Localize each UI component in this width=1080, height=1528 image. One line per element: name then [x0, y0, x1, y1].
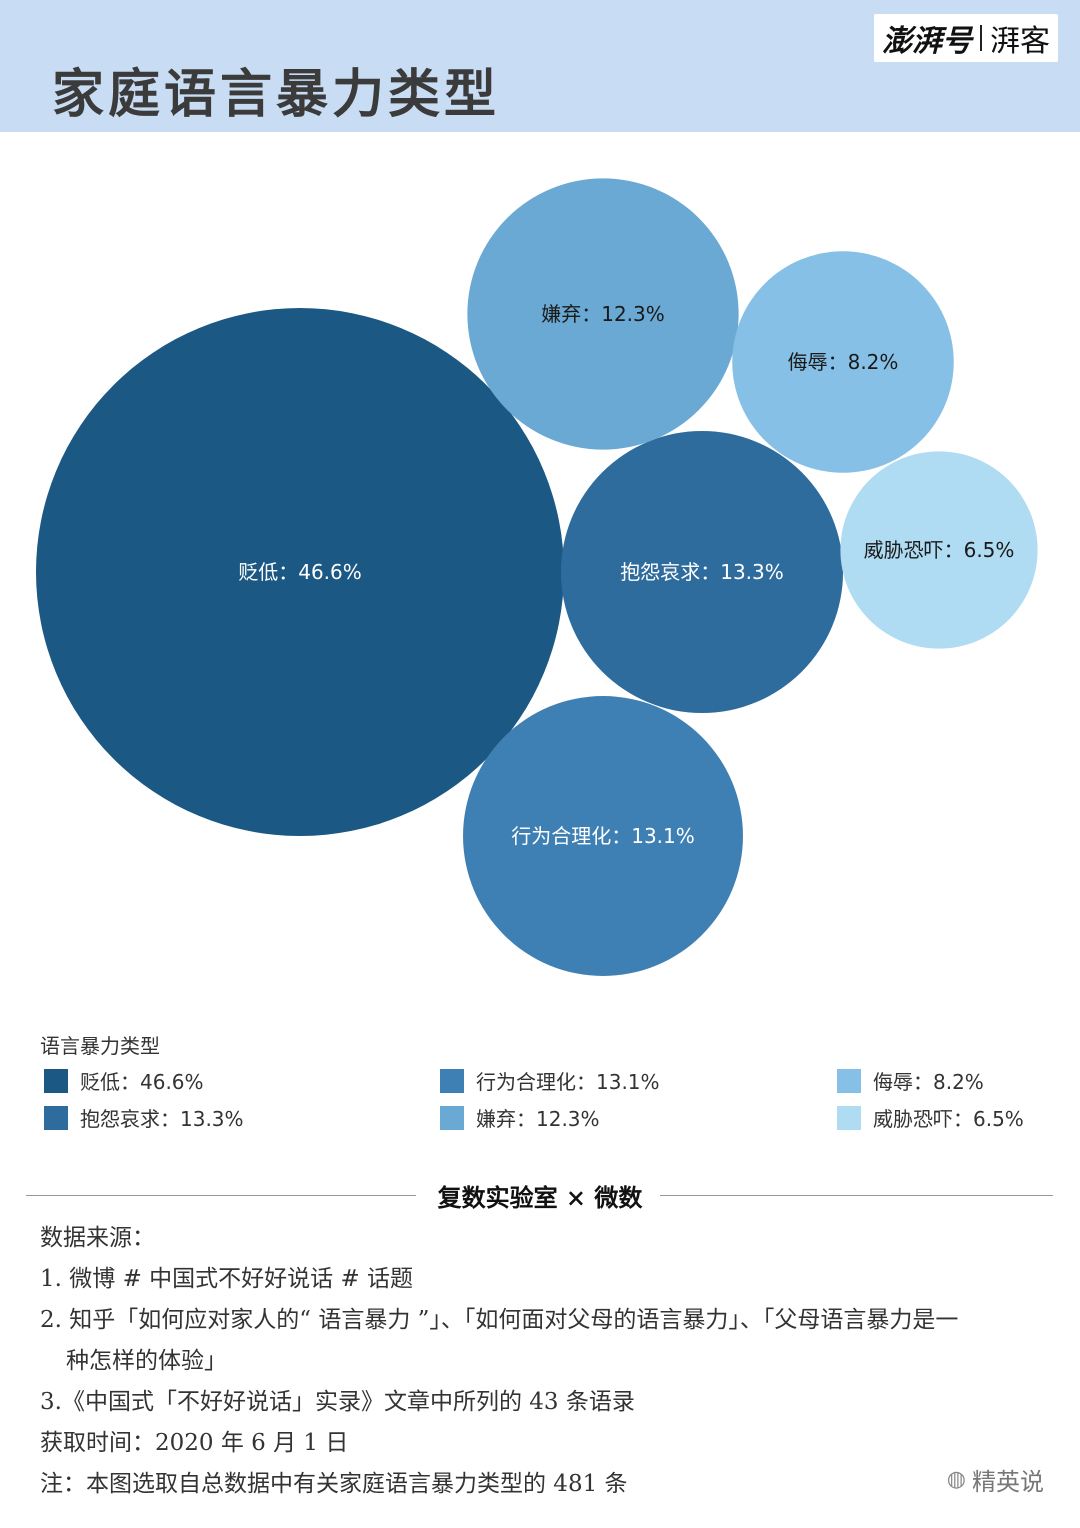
brand-separator	[980, 25, 982, 51]
legend-label: 威胁恐吓：6.5%	[873, 1107, 1024, 1131]
bubble-label-1: 抱怨哀求：13.3%	[620, 560, 784, 584]
bubble-0	[36, 308, 564, 836]
legend-swatch	[837, 1068, 861, 1093]
legend-item: 嫌弃：12.3%	[440, 1103, 600, 1132]
brand-main: 澎湃号	[882, 24, 972, 59]
bubble-label-3: 嫌弃：12.3%	[541, 302, 665, 326]
legend-title: 语言暴力类型	[40, 1034, 160, 1058]
watermark-text: 精英说	[972, 1468, 1044, 1496]
bubble-1	[560, 430, 844, 714]
notes-line-time: 获取时间：2020 年 6 月 1 日	[40, 1430, 349, 1456]
notes-line-source: 数据来源：	[40, 1225, 155, 1251]
legend-swatch	[440, 1105, 464, 1130]
bubble-chart: 贬低：46.6% 抱怨哀求：13.3% 行为合理化：13.1% 嫌弃：12.3% 侮辱：…	[36, 178, 1038, 976]
legend-label: 贬低：46.6%	[80, 1070, 204, 1094]
legend-label: 侮辱：8.2%	[873, 1070, 984, 1094]
notes-line-2: 2. 知乎「如何应对家人的“ 语言暴力 ”」、「如何面对父母的语言暴力」、「父母…	[40, 1307, 959, 1333]
brand-sub: 湃客	[990, 24, 1050, 59]
header-banner: 家庭语言暴力类型 澎湃号 湃客	[0, 0, 1080, 132]
legend-swatch	[837, 1105, 861, 1130]
legend-label: 行为合理化：13.1%	[476, 1070, 660, 1094]
legend-item: 抱怨哀求：13.3%	[44, 1103, 244, 1132]
bubble-label-4: 侮辱：8.2%	[788, 350, 899, 374]
bubble-4	[732, 251, 954, 473]
notes-line-2-cont: 种怎样的体验」	[66, 1348, 227, 1374]
legend-swatch	[44, 1068, 68, 1093]
brand-logo: 澎湃号 湃客	[874, 14, 1058, 62]
source-notes: 数据来源： 1. 微博 # 中国式不好好说话 # 话题 2. 知乎「如何应对家人…	[40, 1218, 1050, 1505]
bubble-label-0: 贬低：46.6%	[238, 560, 362, 584]
collab-text: 复数实验室 × 微数	[427, 1183, 653, 1212]
legend-swatch	[44, 1105, 68, 1130]
bubble-2	[463, 696, 743, 976]
bubble-label-5: 威胁恐吓：6.5%	[864, 538, 1015, 562]
bubble-label-2: 行为合理化：13.1%	[511, 824, 695, 848]
collab-credit: 复数实验室 × 微数	[0, 1178, 1080, 1213]
divider-left	[26, 1195, 416, 1196]
notes-line-note: 注：本图选取自总数据中有关家庭语言暴力类型的 481 条	[40, 1471, 628, 1497]
legend-label: 嫌弃：12.3%	[476, 1107, 600, 1131]
page-title: 家庭语言暴力类型	[52, 64, 501, 125]
bubble-3	[467, 178, 739, 450]
notes-line-3: 3.《中国式「不好好说话」实录》文章中所列的 43 条语录	[40, 1389, 635, 1415]
legend-item: 威胁恐吓：6.5%	[837, 1103, 1024, 1132]
wechat-icon: ◍	[946, 1467, 966, 1492]
legend-label: 抱怨哀求：13.3%	[80, 1107, 244, 1131]
divider-right	[660, 1195, 1053, 1196]
legend-swatch	[440, 1068, 464, 1093]
legend: 贬低：46.6% 抱怨哀求：13.3% 行为合理化：13.1% 嫌弃：12.3% 侮辱：…	[44, 1066, 1044, 1136]
bubble-5	[840, 451, 1038, 649]
notes-line-1: 1. 微博 # 中国式不好好说话 # 话题	[40, 1266, 414, 1292]
legend-item: 贬低：46.6%	[44, 1066, 204, 1095]
watermark: ◍ 精英说	[947, 1462, 1044, 1497]
legend-item: 行为合理化：13.1%	[440, 1066, 660, 1095]
legend-item: 侮辱：8.2%	[837, 1066, 984, 1095]
